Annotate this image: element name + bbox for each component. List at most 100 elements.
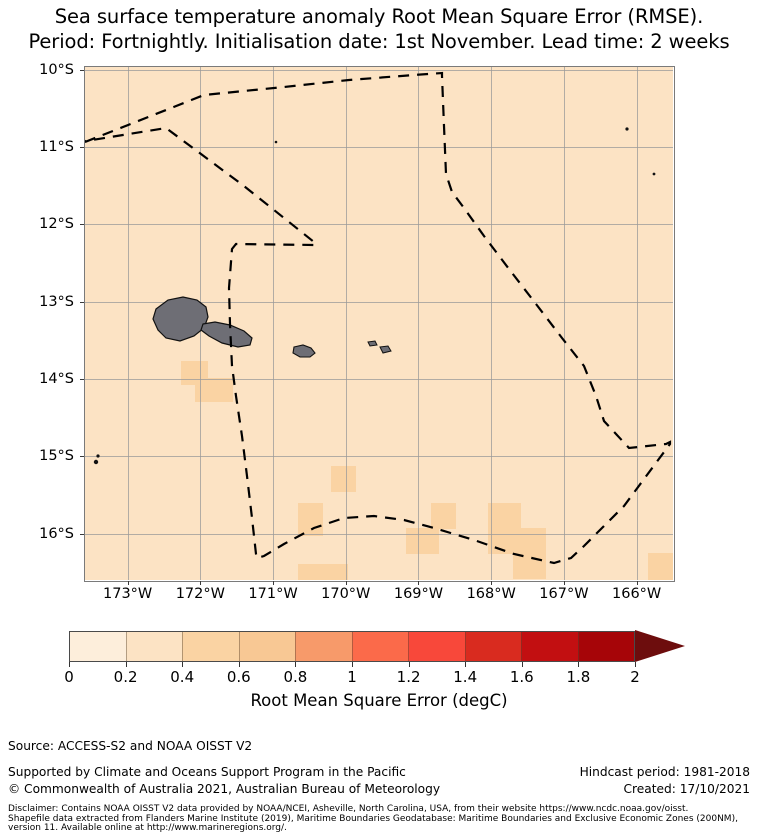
x-axis-tick-label: 170°W [321,586,371,602]
map-vector-overlay [84,71,672,565]
gridline-horizontal [84,379,673,381]
gridline-vertical [563,66,565,580]
colorbar-tick-mark [125,662,127,667]
land-tutuila [292,344,316,358]
x-axis-tick-label: 167°W [539,586,589,602]
colorbar-segment [238,632,295,661]
land-central-islet [274,140,278,144]
colorbar-tick-label: 1 [347,668,357,686]
colorbar-segment [408,632,465,661]
gridline-horizontal [84,301,673,303]
footer-created: Created: 17/10/2021 [623,782,750,796]
map-plot-area[interactable] [84,66,673,580]
data-cell [298,503,323,536]
gridline-vertical [491,66,493,580]
y-axis-tick-label: 12°S [39,216,74,233]
x-axis-tick-mark [127,581,129,585]
colorbar-tick-label: 1.2 [396,668,421,686]
colorbar-tick-label: 0.6 [226,668,251,686]
footer-hindcast: Hindcast period: 1981-2018 [579,765,750,779]
colorbar-tick-mark [635,662,636,667]
gridline-vertical [636,66,638,580]
title-line-1: Sea surface temperature anomaly Root Mea… [54,5,704,28]
disclaimer-line-3: version 11. Available online at http://w… [8,823,287,833]
data-cell [331,466,356,492]
colorbar-tick-mark [578,662,580,667]
y-axis-tick-mark [80,301,84,303]
colorbar-segment [295,632,352,661]
colorbar-segment [351,632,408,661]
colorbar-tick-mark [295,662,297,667]
colorbar-segment [577,632,634,661]
y-axis-tick-mark [80,456,84,458]
x-axis-tick-label: 173°W [102,586,153,602]
colorbar-tick-label: 1.6 [509,668,534,686]
colorbar-tick-mark [352,662,353,667]
colorbar-segment [521,632,578,661]
gridline-horizontal [84,69,673,71]
gridline-horizontal [84,147,673,149]
y-axis-tick-label: 14°S [39,371,74,388]
x-axis-tick-mark [636,581,638,585]
colorbar-segment [464,632,521,661]
colorbar-tick-mark [69,662,70,667]
land-rose-islet [625,127,629,131]
y-axis-tick-mark [80,224,84,226]
colorbar-extend-arrow [635,630,685,662]
x-axis-tick-mark [200,581,202,585]
colorbar-tick-mark [465,662,467,667]
x-axis-tick-label: 166°W [612,586,662,602]
gridline-horizontal [84,224,673,226]
data-cell [298,564,348,580]
y-axis-tick-mark [80,147,84,149]
colorbar-region: 0 0.2 0.4 0.6 0.8 1 1.2 1.4 1.6 1.8 2 Root Mean Sq… [0,628,758,718]
footer-source: Source: ACCESS-S2 and NOAA OISST V2 [8,739,253,753]
x-axis-tick-label: 168°W [466,586,516,602]
land-savaii [152,296,209,342]
colorbar-segment [125,632,182,661]
footer-support: Supported by Climate and Oceans Support … [8,765,406,779]
title-line-2: Period: Fortnightly. Initialisation date… [28,30,730,53]
colorbar-tick-label: 1.4 [453,668,478,686]
x-axis-tick-label: 172°W [175,586,225,602]
colorbar-tick-mark [238,662,240,667]
y-axis-tick-mark [80,69,84,71]
gridline-vertical [345,66,347,580]
y-axis-tick-label: 10°S [39,61,74,78]
y-axis-tick-label: 15°S [39,448,74,465]
y-axis-tick-label: 13°S [39,293,74,310]
data-cell [513,528,546,554]
data-cell [431,503,456,529]
x-axis-tick-mark [563,581,565,585]
data-cell [488,503,521,529]
colorbar-tick-label: 0.8 [283,668,308,686]
land-east-islet [652,172,656,176]
x-axis-tick-mark [273,581,275,585]
colorbar-tick-label: 2 [630,668,640,686]
colorbar-segment [182,632,239,661]
disclaimer-line-2: Shapefile data extracted from Flanders M… [8,813,738,824]
colorbar-tick-label: 0.4 [170,668,195,686]
colorbar-tick-mark [408,662,410,667]
colorbar-tick-label: 0.2 [113,668,138,686]
data-cell [406,528,439,554]
page-title: Sea surface temperature anomaly Root Mea… [0,4,758,54]
x-axis-tick-mark [491,581,493,585]
colorbar-tick-mark [182,662,184,667]
y-axis-tick-mark [80,379,84,381]
eez-boundary [84,71,672,565]
x-axis-tick-label: 171°W [248,586,298,602]
disclaimer-line-1: Disclaimer: Contains NOAA OISST V2 data … [8,804,689,814]
y-axis-tick-mark [80,533,84,535]
colorbar-axis-label: Root Mean Square Error (degC) [250,691,508,710]
footer-disclaimer: Disclaimer: Contains NOAA OISST V2 data … [8,804,756,834]
colorbar-tick-mark [521,662,523,667]
data-cell [648,553,673,580]
colorbar-gradient[interactable] [69,631,635,662]
y-axis-tick-label: 16°S [39,525,74,542]
footer-copyright: © Commonwealth of Australia 2021, Austra… [8,782,441,796]
x-axis-tick-mark [345,581,347,585]
land-upolu [200,321,253,348]
gridline-vertical [273,66,275,580]
